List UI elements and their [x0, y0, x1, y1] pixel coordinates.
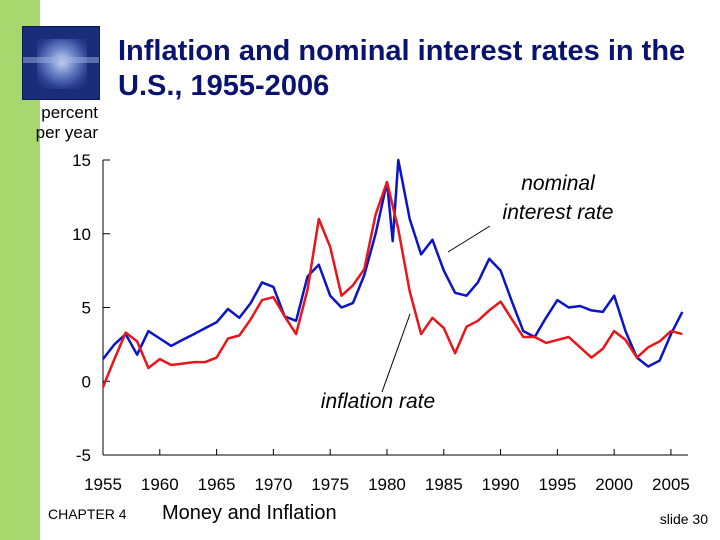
y-tick-label: 15: [72, 151, 91, 170]
x-tick-label: 1975: [311, 475, 349, 494]
footer-chapter: CHAPTER 4: [48, 506, 127, 522]
logo-glow: [37, 39, 87, 89]
y-tick-label: 5: [82, 299, 91, 318]
x-tick-label: 1995: [538, 475, 576, 494]
y-tick-label: 0: [82, 372, 91, 391]
y-tick-label: -5: [76, 446, 91, 465]
chart-title: Inflation and nominal interest rates in …: [118, 35, 686, 102]
annotation-inflation: inflation rate: [321, 390, 435, 413]
y-axis-label-line-2: per year: [35, 123, 98, 142]
x-tick-label: 2005: [652, 475, 690, 494]
y-tick-label: 10: [72, 225, 91, 244]
x-tick-label: 1990: [482, 475, 520, 494]
nominal-interest-rate-line: [102, 158, 684, 368]
y-axis-label: percent per year: [0, 103, 98, 143]
x-tick-label: 1980: [368, 475, 406, 494]
x-tick-label: 1970: [254, 475, 292, 494]
x-tick-label: 1985: [425, 475, 463, 494]
footer-topic: Money and Inflation: [162, 502, 337, 524]
annotation-inflation-leader: [381, 313, 411, 393]
chapter-logo-image: [22, 26, 100, 100]
x-tick-label: 1960: [141, 475, 179, 494]
x-tick-label: 1965: [198, 475, 236, 494]
annotation-nominal-line-1: nominal: [521, 172, 596, 195]
annotation-nominal-line-2: interest rate: [503, 201, 614, 224]
x-tick-label: 1955: [84, 475, 122, 494]
y-axis-label-line-1: percent: [41, 103, 98, 122]
logo-band: [23, 57, 99, 63]
footer-slide-number: slide 30: [659, 511, 708, 527]
inflation-rate-line: [101, 180, 683, 388]
annotation-nominal-leader: [447, 225, 491, 253]
x-tick-label: 2000: [595, 475, 633, 494]
